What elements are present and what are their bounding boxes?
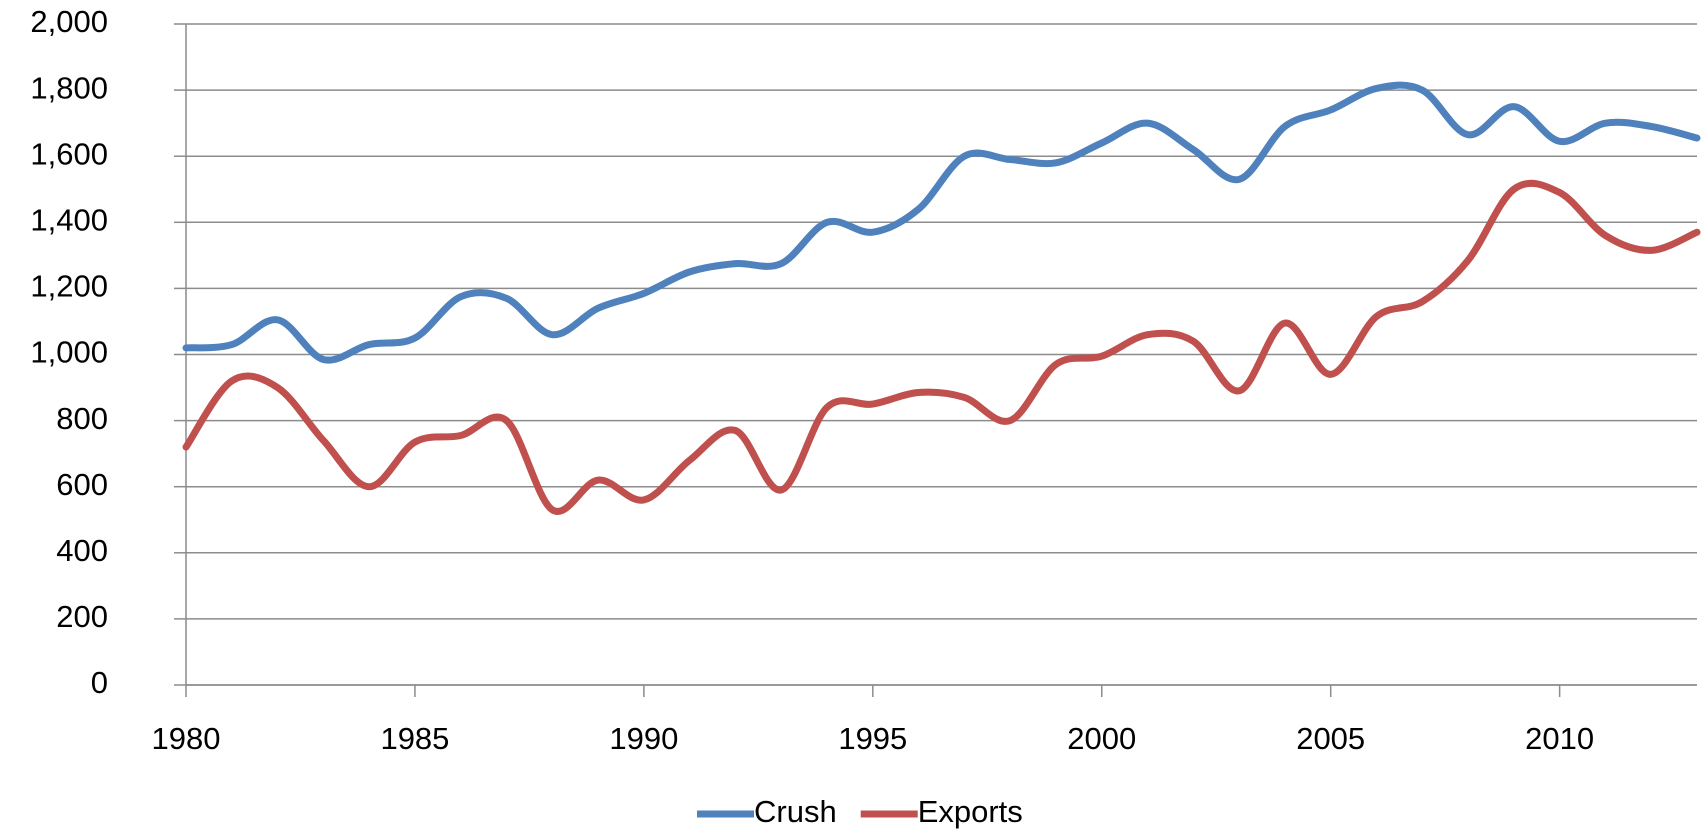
x-tick-label: 1985 [380,721,449,756]
x-tick-label: 2005 [1296,721,1365,756]
y-tick-label: 1,000 [30,335,108,370]
y-tick-label: 1,200 [30,269,108,304]
y-tick-label: 1,600 [30,136,108,171]
series-line [182,81,1701,364]
y-tick-label: 2,000 [30,4,108,39]
x-tick-label: 1995 [838,721,907,756]
y-tick-label: 600 [56,467,108,502]
x-tick-label: 2000 [1067,721,1136,756]
x-tick-label: 1990 [609,721,678,756]
y-tick-label: 400 [56,533,108,568]
x-tick-label: 1980 [152,721,221,756]
legend-label: Exports [918,794,1023,829]
y-tick-label: 0 [91,665,108,700]
y-tick-label: 1,800 [30,70,108,105]
legend-label: Crush [754,794,837,829]
series-line [182,179,1701,515]
x-tick-label: 2010 [1525,721,1594,756]
y-tick-label: 1,400 [30,202,108,237]
y-tick-label: 800 [56,401,108,436]
y-tick-label: 200 [56,599,108,634]
